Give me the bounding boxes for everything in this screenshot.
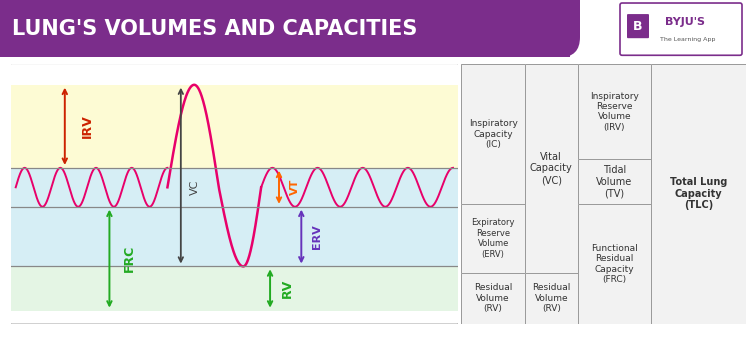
Bar (0, 0, 580, 20)
Bar (11, 267, 458, 311)
Text: Expiratory
Reserve
Volume
(ERV): Expiratory Reserve Volume (ERV) (471, 218, 514, 258)
Text: Inspiratory
Capacity
(IC): Inspiratory Capacity (IC) (469, 119, 518, 149)
Text: Vital
Capacity
(VC): Vital Capacity (VC) (530, 152, 573, 185)
FancyBboxPatch shape (627, 14, 649, 38)
Text: B: B (633, 20, 643, 33)
Text: FRC: FRC (123, 245, 136, 272)
Text: Total Lung
Capacity
(TLC): Total Lung Capacity (TLC) (670, 177, 728, 210)
Bar (11, 85, 458, 168)
Text: Residual
Volume
(RV): Residual Volume (RV) (532, 283, 571, 313)
Text: Tidal
Volume
(TV): Tidal Volume (TV) (596, 165, 632, 198)
Text: LUNG'S VOLUMES AND CAPACITIES: LUNG'S VOLUMES AND CAPACITIES (12, 19, 417, 39)
Text: Functional
Residual
Capacity
(FRC): Functional Residual Capacity (FRC) (591, 244, 638, 284)
Text: Inspiratory
Reserve
Volume
(IRV): Inspiratory Reserve Volume (IRV) (590, 92, 639, 132)
Text: Residual
Volume
(RV): Residual Volume (RV) (474, 283, 512, 313)
Text: RV: RV (281, 279, 294, 298)
Text: VC: VC (190, 180, 200, 195)
Bar (11, 168, 458, 267)
Text: BYJU'S: BYJU'S (665, 17, 705, 27)
FancyBboxPatch shape (0, 0, 580, 57)
Text: ERV: ERV (313, 224, 322, 249)
Bar (0, 0, 30, 47)
Text: IRV: IRV (80, 115, 94, 138)
FancyBboxPatch shape (620, 3, 742, 55)
Text: The Learning App: The Learning App (660, 37, 716, 42)
Bar (0, 0, 570, 57)
Text: VT: VT (290, 179, 300, 195)
